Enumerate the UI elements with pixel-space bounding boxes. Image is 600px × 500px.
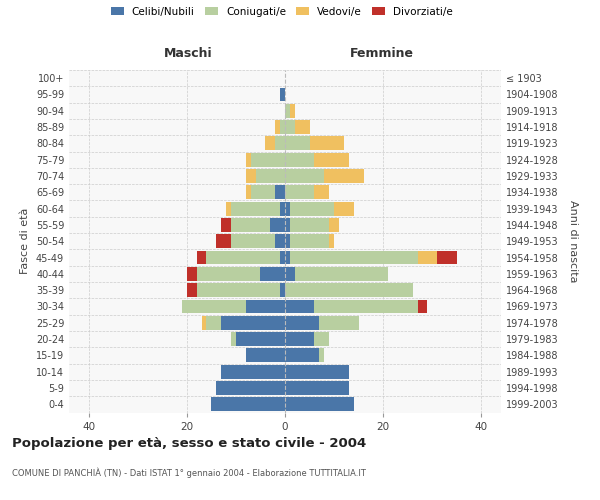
Bar bbox=[285, 332, 314, 346]
Bar bbox=[285, 186, 314, 200]
Bar bbox=[437, 250, 457, 264]
Bar bbox=[251, 153, 285, 166]
Bar bbox=[319, 348, 324, 362]
Bar bbox=[187, 267, 197, 281]
Bar bbox=[285, 316, 319, 330]
Bar bbox=[270, 218, 285, 232]
Bar bbox=[418, 250, 437, 264]
Bar bbox=[290, 202, 334, 215]
Bar bbox=[231, 202, 280, 215]
Bar bbox=[324, 169, 364, 183]
Bar bbox=[285, 300, 314, 314]
Bar bbox=[285, 234, 290, 248]
Bar bbox=[275, 186, 285, 200]
Bar bbox=[290, 234, 329, 248]
Bar bbox=[231, 218, 270, 232]
Bar bbox=[285, 381, 349, 395]
Bar bbox=[260, 267, 285, 281]
Bar bbox=[295, 120, 310, 134]
Bar bbox=[256, 169, 285, 183]
Bar bbox=[314, 300, 418, 314]
Bar bbox=[329, 234, 334, 248]
Text: Popolazione per età, sesso e stato civile - 2004: Popolazione per età, sesso e stato civil… bbox=[12, 438, 366, 450]
Bar bbox=[285, 267, 295, 281]
Bar bbox=[211, 398, 285, 411]
Text: COMUNE DI PANCHIÀ (TN) - Dati ISTAT 1° gennaio 2004 - Elaborazione TUTTITALIA.IT: COMUNE DI PANCHIÀ (TN) - Dati ISTAT 1° g… bbox=[12, 468, 366, 478]
Bar bbox=[275, 136, 285, 150]
Bar bbox=[319, 316, 359, 330]
Bar bbox=[221, 365, 285, 378]
Bar bbox=[329, 218, 339, 232]
Bar bbox=[314, 186, 329, 200]
Text: Femmine: Femmine bbox=[350, 47, 414, 60]
Bar bbox=[280, 88, 285, 102]
Bar bbox=[285, 169, 324, 183]
Bar bbox=[246, 300, 285, 314]
Bar bbox=[236, 332, 285, 346]
Bar bbox=[265, 136, 275, 150]
Y-axis label: Fasce di età: Fasce di età bbox=[20, 208, 30, 274]
Bar bbox=[280, 202, 285, 215]
Legend: Celibi/Nubili, Coniugati/e, Vedovi/e, Divorziati/e: Celibi/Nubili, Coniugati/e, Vedovi/e, Di… bbox=[107, 2, 457, 21]
Bar bbox=[334, 202, 354, 215]
Bar bbox=[285, 218, 290, 232]
Bar bbox=[231, 234, 275, 248]
Bar bbox=[246, 153, 251, 166]
Bar bbox=[197, 250, 206, 264]
Bar bbox=[221, 316, 285, 330]
Bar bbox=[285, 153, 314, 166]
Bar bbox=[285, 398, 354, 411]
Bar bbox=[246, 186, 251, 200]
Bar bbox=[251, 186, 275, 200]
Bar bbox=[246, 348, 285, 362]
Bar bbox=[290, 250, 418, 264]
Bar bbox=[280, 250, 285, 264]
Bar bbox=[285, 104, 290, 118]
Bar bbox=[285, 120, 295, 134]
Bar bbox=[285, 283, 413, 297]
Bar bbox=[246, 169, 256, 183]
Bar bbox=[314, 153, 349, 166]
Bar bbox=[290, 218, 329, 232]
Bar bbox=[285, 136, 310, 150]
Bar bbox=[187, 283, 197, 297]
Bar bbox=[295, 267, 388, 281]
Text: Maschi: Maschi bbox=[163, 47, 212, 60]
Bar bbox=[285, 365, 349, 378]
Bar bbox=[206, 250, 280, 264]
Bar bbox=[290, 104, 295, 118]
Bar bbox=[285, 348, 319, 362]
Bar bbox=[275, 120, 280, 134]
Y-axis label: Anni di nascita: Anni di nascita bbox=[568, 200, 578, 282]
Bar bbox=[216, 234, 231, 248]
Bar bbox=[418, 300, 427, 314]
Bar bbox=[221, 218, 231, 232]
Bar bbox=[206, 316, 221, 330]
Bar bbox=[310, 136, 344, 150]
Bar bbox=[231, 332, 236, 346]
Bar bbox=[226, 202, 231, 215]
Bar bbox=[197, 267, 260, 281]
Bar bbox=[275, 234, 285, 248]
Bar bbox=[197, 283, 280, 297]
Bar bbox=[280, 120, 285, 134]
Bar bbox=[314, 332, 329, 346]
Bar bbox=[285, 250, 290, 264]
Bar bbox=[285, 202, 290, 215]
Bar bbox=[182, 300, 246, 314]
Bar bbox=[202, 316, 206, 330]
Bar bbox=[216, 381, 285, 395]
Bar bbox=[280, 283, 285, 297]
